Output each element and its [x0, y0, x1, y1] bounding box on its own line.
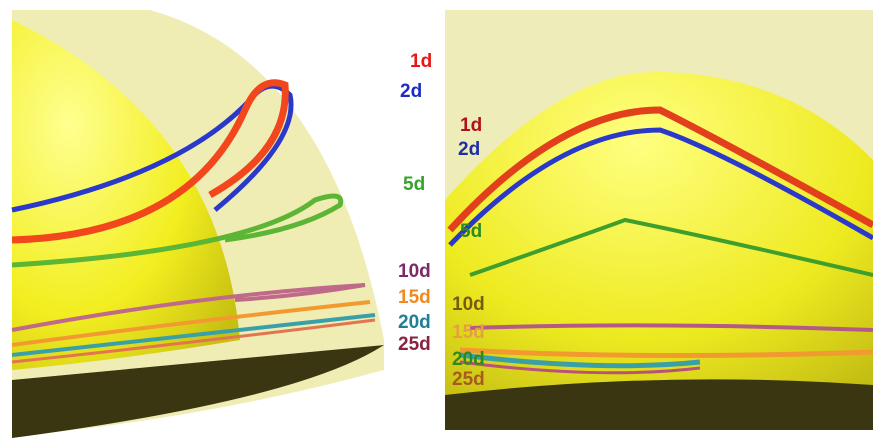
left-panel [12, 10, 384, 438]
label: 2d [400, 81, 422, 102]
label: 10d [398, 261, 431, 282]
label: 20d [452, 349, 485, 370]
label: 15d [398, 287, 431, 308]
label: 1d [460, 115, 482, 136]
label: 10d [452, 294, 485, 315]
label: 1d [410, 51, 432, 72]
figure: 1d 2d 5d 10d 15d 20d 25d 1d 2d 5d 10d 15… [0, 0, 873, 440]
label: 5d [460, 221, 482, 242]
label: 2d [458, 139, 480, 160]
right-panel [445, 10, 873, 430]
label: 15d [452, 322, 485, 343]
label: 25d [398, 334, 431, 355]
label: 20d [398, 312, 431, 333]
label: 25d [452, 369, 485, 390]
left-labels: 1d 2d 5d 10d 15d 20d 25d [398, 51, 432, 355]
label: 5d [403, 174, 425, 195]
